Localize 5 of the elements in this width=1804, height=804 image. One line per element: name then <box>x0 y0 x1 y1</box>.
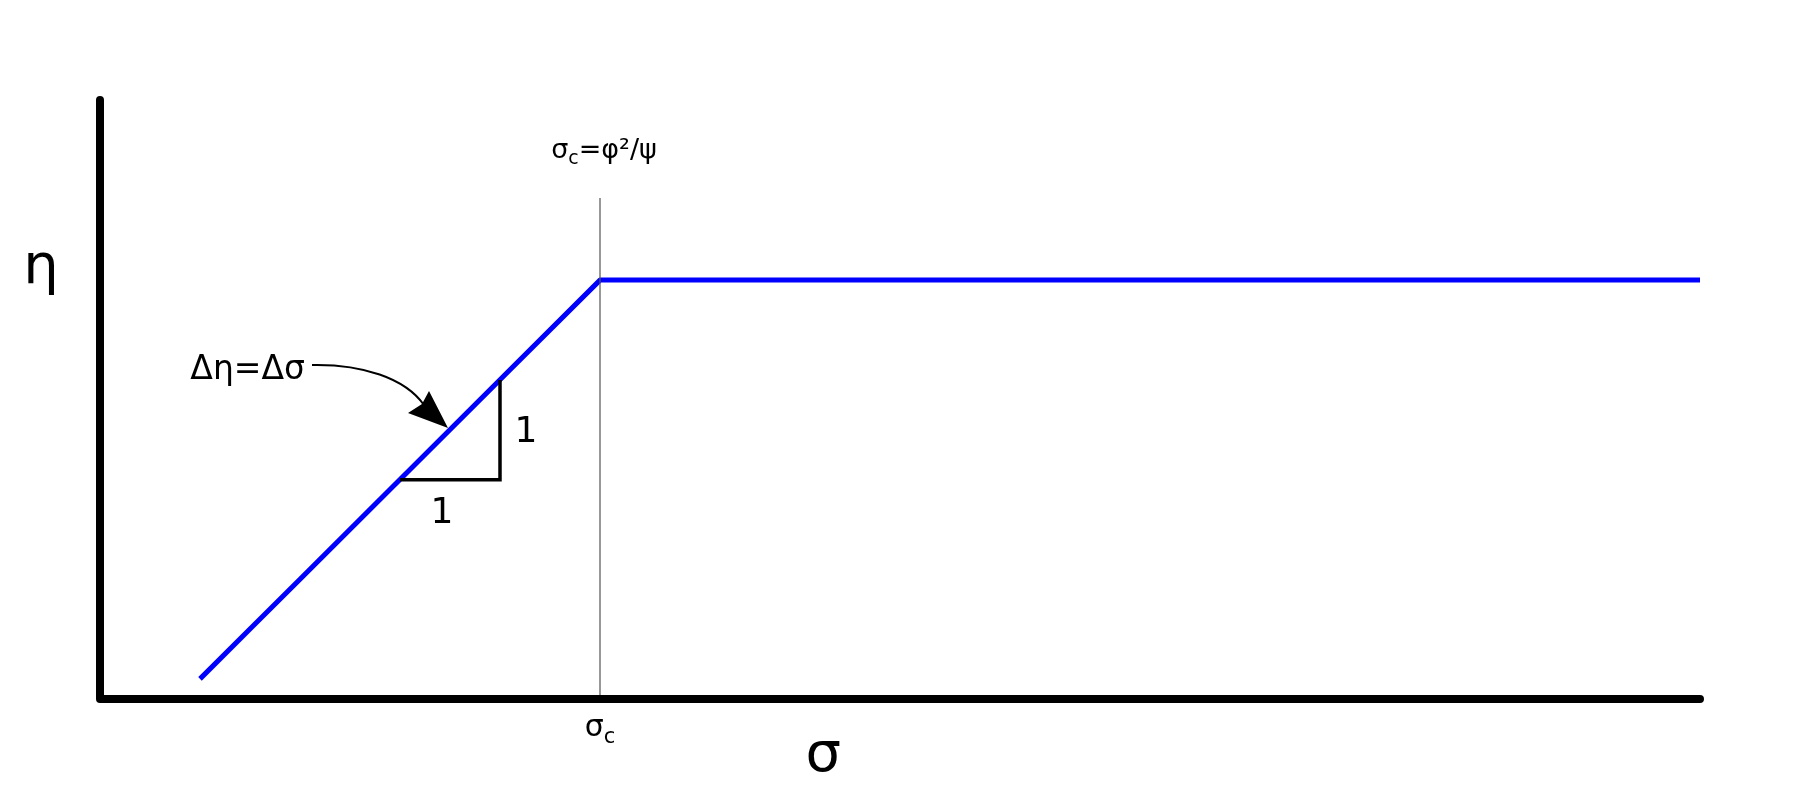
annotation: 1 <box>514 408 538 450</box>
annotation: Δη=Δσ <box>190 347 306 387</box>
x-axis-title: σ <box>805 719 841 784</box>
annotation: 1 <box>430 489 454 531</box>
y-axis-title: η <box>23 231 59 296</box>
